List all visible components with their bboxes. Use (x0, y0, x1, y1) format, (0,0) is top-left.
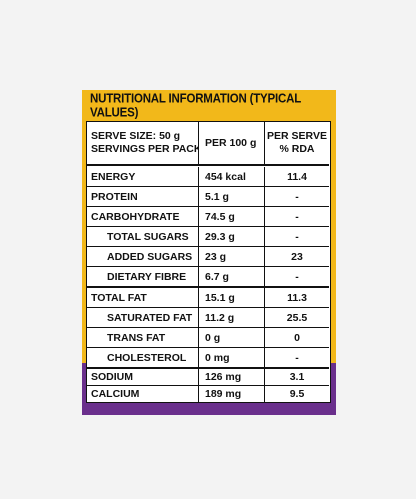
serving-info-cell: SERVE SIZE: 50 g SERVINGS PER PACK: 5 (87, 122, 199, 164)
nutrient-label: TOTAL SUGARS (87, 227, 199, 246)
per-serve-header: PER SERVE % RDA (265, 122, 329, 164)
per-100g-value: 74.5 g (199, 207, 265, 226)
per-100g-value: 454 kcal (199, 167, 265, 186)
nutrition-title: NUTRITIONAL INFORMATION (TYPICAL VALUES) (90, 92, 301, 120)
table-row: CARBOHYDRATE 74.5 g - (87, 207, 329, 227)
per-100g-value: 5.1 g (199, 187, 265, 206)
per-100g-value: 23 g (199, 247, 265, 266)
nutrition-table: SERVE SIZE: 50 g SERVINGS PER PACK: 5 PE… (86, 121, 331, 403)
servings-per-pack-text: SERVINGS PER PACK: 5 (91, 143, 198, 155)
rda-value: 0 (294, 331, 300, 344)
nutrient-label: DIETARY FIBRE (87, 267, 199, 286)
nutrient-label: CARBOHYDRATE (87, 207, 199, 226)
rda-value: - (295, 270, 299, 283)
per-100g-label: PER 100 g (205, 136, 257, 149)
rda-value: 3.1 (289, 371, 305, 383)
nutrient-label: ADDED SUGARS (87, 247, 199, 266)
nutrient-label: CALCIUM (87, 386, 199, 402)
table-row: TOTAL SUGARS 29.3 g - (87, 227, 329, 247)
per-100g-value: 6.7 g (199, 267, 265, 286)
rda-label: % RDA (279, 143, 315, 155)
table-row: SATURATED FAT 11.2 g 25.5 (87, 308, 329, 328)
rda-value: 9.5 (289, 388, 305, 400)
per-100g-value: 189 mg (199, 386, 265, 402)
rda-value: 25.5 (286, 311, 308, 324)
table-row: SODIUM 126 mg 3.1 (87, 369, 329, 386)
table-row: CHOLESTEROL 0 mg - (87, 348, 329, 369)
nutrient-label: SATURATED FAT (87, 308, 199, 327)
table-row: TOTAL FAT 15.1 g 11.3 (87, 288, 329, 308)
per-100g-header: PER 100 g (199, 122, 265, 164)
table-header-row: SERVE SIZE: 50 g SERVINGS PER PACK: 5 PE… (87, 122, 329, 166)
nutrient-label: TOTAL FAT (87, 288, 199, 307)
table-row: DIETARY FIBRE 6.7 g - (87, 267, 329, 288)
table-row: ENERGY 454 kcal 11.4 (87, 167, 329, 187)
rda-value: 11.3 (287, 291, 307, 304)
rda-value: - (295, 210, 299, 223)
nutrient-label: TRANS FAT (87, 328, 199, 347)
per-100g-value: 29.3 g (199, 227, 265, 246)
rda-value: 23 (291, 250, 303, 263)
per-100g-value: 0 mg (199, 348, 265, 367)
nutrient-label: CHOLESTEROL (87, 348, 199, 367)
per-100g-value: 126 mg (199, 369, 265, 385)
rda-value: - (295, 190, 299, 203)
nutrient-label: SODIUM (87, 369, 199, 385)
table-row: CALCIUM 189 mg 9.5 (87, 386, 329, 402)
rda-value: 11.4 (287, 170, 307, 183)
nutrient-label: ENERGY (87, 167, 199, 186)
table-row: ADDED SUGARS 23 g 23 (87, 247, 329, 267)
table-row: PROTEIN 5.1 g - (87, 187, 329, 207)
rda-value: - (295, 351, 299, 364)
table-row: TRANS FAT 0 g 0 (87, 328, 329, 348)
per-serve-label: PER SERVE (267, 130, 327, 142)
per-100g-value: 15.1 g (199, 288, 265, 307)
serve-size-text: SERVE SIZE: 50 g (91, 130, 181, 142)
per-100g-value: 11.2 g (199, 308, 265, 327)
per-100g-value: 0 g (199, 328, 265, 347)
rda-value: - (295, 230, 299, 243)
nutrient-label: PROTEIN (87, 187, 199, 206)
